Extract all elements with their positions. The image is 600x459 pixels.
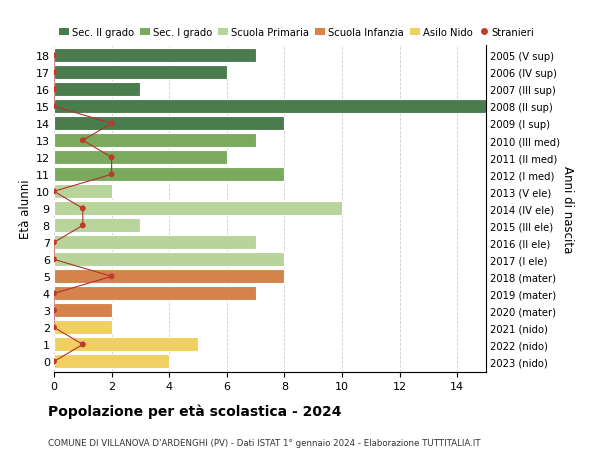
Bar <box>54 355 169 369</box>
Bar <box>54 134 256 148</box>
Text: Popolazione per età scolastica - 2024: Popolazione per età scolastica - 2024 <box>48 404 341 419</box>
Point <box>78 137 88 145</box>
Bar <box>54 185 112 199</box>
Text: COMUNE DI VILLANOVA D'ARDENGHI (PV) - Dati ISTAT 1° gennaio 2024 - Elaborazione : COMUNE DI VILLANOVA D'ARDENGHI (PV) - Da… <box>48 438 481 447</box>
Bar <box>54 49 256 63</box>
Y-axis label: Età alunni: Età alunni <box>19 179 32 239</box>
Bar <box>54 168 284 182</box>
Point <box>78 222 88 230</box>
Bar <box>54 287 256 301</box>
Bar <box>54 304 112 318</box>
Point <box>49 324 59 331</box>
Point <box>49 239 59 246</box>
Point <box>107 154 116 162</box>
Bar <box>54 219 140 233</box>
Point <box>49 307 59 314</box>
Point <box>78 341 88 348</box>
Bar <box>54 100 486 114</box>
Bar <box>54 66 227 80</box>
Y-axis label: Anni di nascita: Anni di nascita <box>561 165 574 252</box>
Bar <box>54 117 284 131</box>
Point <box>49 52 59 60</box>
Bar <box>54 202 342 216</box>
Point <box>49 256 59 263</box>
Point <box>49 188 59 196</box>
Bar <box>54 270 284 284</box>
Point <box>49 103 59 111</box>
Point <box>107 171 116 179</box>
Bar <box>54 151 227 165</box>
Point <box>78 205 88 213</box>
Bar <box>54 253 284 267</box>
Point <box>49 86 59 94</box>
Point <box>49 358 59 365</box>
Point <box>107 120 116 128</box>
Bar <box>54 338 198 352</box>
Point <box>49 290 59 297</box>
Bar <box>54 83 140 97</box>
Bar <box>54 236 256 250</box>
Point <box>107 273 116 280</box>
Legend: Sec. II grado, Sec. I grado, Scuola Primaria, Scuola Infanzia, Asilo Nido, Stran: Sec. II grado, Sec. I grado, Scuola Prim… <box>59 28 535 38</box>
Point <box>49 69 59 77</box>
Bar <box>54 321 112 335</box>
